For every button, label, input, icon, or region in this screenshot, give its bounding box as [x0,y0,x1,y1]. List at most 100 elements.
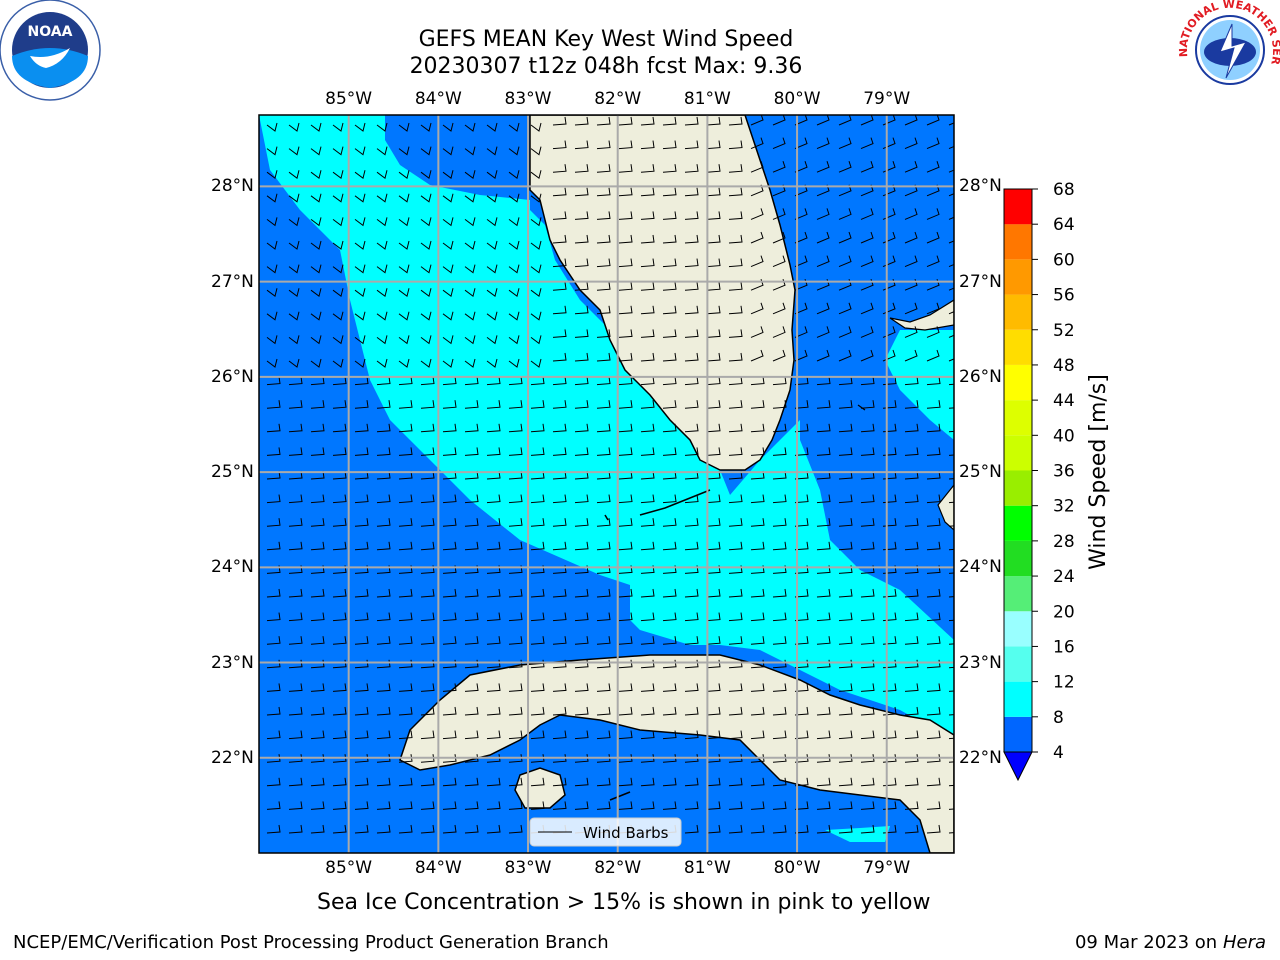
wind-barb [464,683,479,692]
wind-barb [596,211,611,220]
legend-label: Wind Barbs [583,824,669,842]
wind-barb [926,518,941,527]
wind-barb [288,423,303,433]
wind-barb [816,730,831,740]
wind-barb [750,326,764,338]
wind-barb [684,187,699,197]
wind-barb [662,305,677,315]
wind-barb [904,115,918,126]
wind-barb [706,305,721,315]
wind-barb [552,636,567,645]
wind-barb [420,400,435,409]
wind-barb [926,754,941,763]
wind-barb [288,588,303,598]
wind-barb [948,287,954,291]
wind-barb [354,588,369,598]
wind-barb [310,376,325,386]
wind-barb [398,541,413,551]
wind-barb [706,447,721,456]
wind-barb [310,240,322,250]
wind-barb [420,541,435,551]
wind-barb [838,376,853,386]
wind-barb [332,358,344,368]
wind-barb [596,329,611,338]
wind-barb [618,234,633,244]
wind-barb [442,494,457,504]
wind-barb [618,706,633,716]
wind-barb [596,116,611,126]
wind-barb [398,146,410,156]
wind-barb [772,349,786,362]
wind-barb [530,358,542,368]
wind-barb [464,494,479,504]
wind-barb [442,518,457,527]
wind-barb [728,801,743,810]
lat-label-right-1: 27°N [959,271,1002,292]
wind-barb [530,288,542,298]
wind-barb [596,612,611,622]
wind-barb [530,588,545,598]
lat-label-right-5: 23°N [959,652,1002,673]
wind-barb [552,211,567,220]
wind-barb [266,240,278,250]
wind-barb [750,824,765,834]
wind-barb [574,801,589,810]
wind-barb [574,234,589,244]
wind-barb [332,754,347,763]
wind-barb [860,612,875,622]
wind-barb [398,636,413,645]
wind-barb [706,282,721,291]
wind-barb [332,730,347,740]
wind-barb [420,264,432,274]
wind-barb [926,801,941,810]
wind-barb [772,302,786,315]
wind-barb [926,349,940,362]
wind-barb [684,683,699,692]
wind-barb [684,258,699,268]
wind-barb [596,801,611,810]
wind-barb [706,730,721,740]
wind-barb [750,137,764,150]
wind-barb [288,264,300,274]
colorbar-tick-label: 68 [1053,180,1075,200]
noaa-logo: NOAA [0,0,101,101]
wind-barb [750,683,765,692]
wind-barb [376,146,388,156]
footer-right: 09 Mar 2023 on Hera [1075,932,1266,953]
wind-barb [574,211,589,220]
wind-barb [288,706,303,716]
wind-barb [728,777,743,787]
wind-barb [266,447,281,456]
wind-barb [398,777,413,787]
wind-barb [618,211,633,220]
wind-barb [772,231,786,244]
wind-barb [860,494,875,504]
wind-barb [398,612,413,622]
wind-barb [354,264,366,274]
wind-barb [310,423,325,433]
wind-barb [706,329,721,338]
wind-barb [288,636,303,645]
wind-barb [948,193,954,197]
wind-barb [552,234,567,244]
wind-barb [376,518,391,527]
wind-barb [442,240,454,250]
wind-barb [530,170,542,180]
wind-barb [772,137,786,150]
wind-barb [288,518,303,527]
wind-barb [838,518,853,527]
wind-barb [662,588,677,598]
wind-barb [596,588,611,598]
wind-barb [508,730,523,740]
wind-barb [816,400,831,409]
wind-barb [772,208,786,220]
wind-barb [618,140,633,150]
wind-barb [442,754,457,763]
wind-barb [772,376,787,386]
wind-barb [288,335,300,345]
wind-barb [772,683,787,692]
wind-barb [904,541,919,551]
wind-barb [816,683,831,692]
wind-barb [794,470,809,480]
wind-barb [486,423,501,433]
